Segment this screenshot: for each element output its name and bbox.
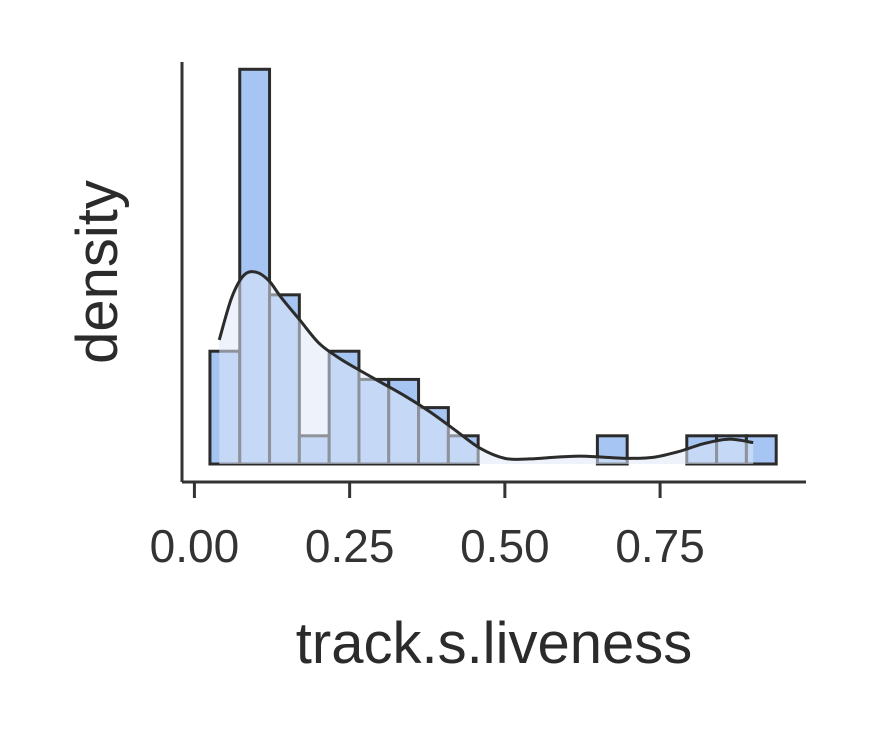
x-tick-label: 0.50 bbox=[460, 520, 550, 572]
x-axis-ticks: 0.00 0.25 0.50 0.75 bbox=[150, 482, 705, 572]
x-tick-label: 0.00 bbox=[150, 520, 240, 572]
kde-fill-area bbox=[219, 271, 754, 464]
x-tick-label: 0.75 bbox=[615, 520, 705, 572]
kde-curve bbox=[217, 270, 754, 461]
y-axis-title: density bbox=[65, 180, 130, 364]
x-axis-title: track.s.liveness bbox=[296, 611, 692, 676]
x-tick-label: 0.25 bbox=[305, 520, 395, 572]
